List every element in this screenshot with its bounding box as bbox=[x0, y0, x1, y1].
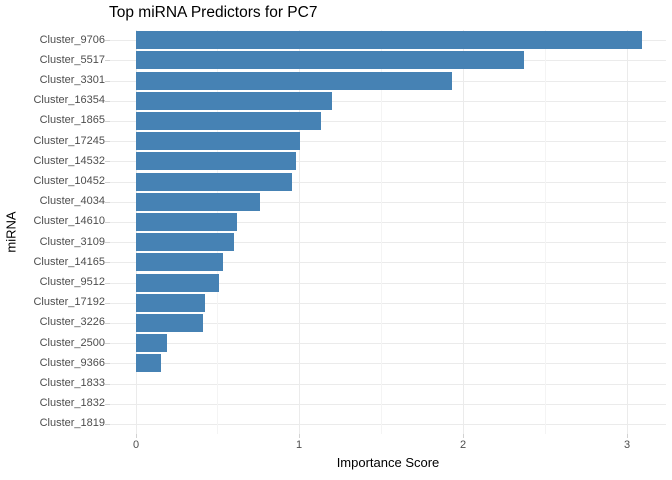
bar-cluster_10452 bbox=[135, 173, 292, 191]
y-tick-label: Cluster_1832 bbox=[39, 397, 105, 409]
bar-cluster_9366 bbox=[135, 354, 161, 372]
y-tick-label: Cluster_14532 bbox=[33, 155, 105, 167]
y-tick-label: Cluster_17192 bbox=[33, 296, 105, 308]
x-tick-label: 3 bbox=[623, 439, 631, 451]
gridline-horizontal bbox=[110, 100, 666, 102]
gridline-horizontal bbox=[110, 120, 666, 122]
gridline-horizontal bbox=[110, 140, 666, 142]
gridline-horizontal bbox=[110, 362, 666, 364]
y-tick-label: Cluster_1819 bbox=[39, 417, 105, 429]
y-tick-mark bbox=[105, 39, 110, 41]
y-tick-mark bbox=[105, 181, 110, 183]
y-tick-label: Cluster_16354 bbox=[33, 94, 105, 106]
gridline-vertical-major bbox=[627, 30, 628, 434]
y-tick-mark bbox=[105, 140, 110, 142]
y-tick-mark bbox=[105, 100, 110, 102]
bar-cluster_5517 bbox=[135, 51, 524, 69]
gridline-horizontal bbox=[110, 282, 666, 284]
chart-title: Top miRNA Predictors for PC7 bbox=[109, 4, 318, 21]
y-tick-mark bbox=[105, 120, 110, 122]
bar-cluster_17245 bbox=[135, 132, 300, 150]
bar-cluster_14165 bbox=[135, 253, 223, 271]
y-tick-label: Cluster_10452 bbox=[33, 175, 105, 187]
y-tick-label: Cluster_14165 bbox=[33, 256, 105, 268]
bar-cluster_9512 bbox=[135, 274, 219, 292]
y-tick-mark bbox=[105, 80, 110, 82]
gridline-horizontal bbox=[110, 261, 666, 263]
gridline-horizontal bbox=[110, 221, 666, 223]
y-tick-mark bbox=[105, 59, 110, 61]
y-tick-mark bbox=[105, 423, 110, 425]
bar-cluster_14610 bbox=[135, 213, 237, 231]
gridline-horizontal bbox=[110, 403, 666, 405]
x-axis-title: Importance Score bbox=[336, 455, 440, 470]
gridline-horizontal bbox=[110, 241, 666, 243]
gridline-vertical-minor bbox=[545, 30, 546, 434]
gridline-horizontal bbox=[110, 160, 666, 162]
bar-cluster_17192 bbox=[135, 294, 205, 312]
bar-cluster_3109 bbox=[135, 233, 234, 251]
y-tick-label: Cluster_1833 bbox=[39, 377, 105, 389]
y-tick-label: Cluster_5517 bbox=[39, 54, 105, 66]
gridline-vertical-major bbox=[299, 30, 300, 434]
bar-cluster_9706 bbox=[135, 31, 642, 49]
y-tick-mark bbox=[105, 383, 110, 385]
x-tick-label: 1 bbox=[295, 439, 303, 451]
y-tick-label: Cluster_3226 bbox=[39, 316, 105, 328]
y-tick-mark bbox=[105, 160, 110, 162]
y-tick-mark bbox=[105, 342, 110, 344]
y-tick-mark bbox=[105, 221, 110, 223]
x-tick-label: 2 bbox=[459, 439, 467, 451]
bar-cluster_3301 bbox=[135, 72, 452, 90]
y-tick-label: Cluster_9512 bbox=[39, 276, 105, 288]
y-tick-mark bbox=[105, 403, 110, 405]
bar-cluster_1865 bbox=[135, 112, 321, 130]
gridline-horizontal bbox=[110, 322, 666, 324]
gridline-vertical-major bbox=[136, 30, 137, 434]
x-tick-mark bbox=[463, 434, 464, 438]
y-tick-label: Cluster_9706 bbox=[39, 34, 105, 46]
gridline-horizontal bbox=[110, 302, 666, 304]
y-tick-mark bbox=[105, 322, 110, 324]
y-tick-label: Cluster_14610 bbox=[33, 215, 105, 227]
x-tick-mark bbox=[627, 434, 628, 438]
bar-cluster_3226 bbox=[135, 314, 203, 332]
x-tick-mark bbox=[136, 434, 137, 438]
bar-cluster_4034 bbox=[135, 193, 260, 211]
gridline-horizontal bbox=[110, 342, 666, 344]
bar-cluster_16354 bbox=[135, 92, 332, 110]
bar-cluster_14532 bbox=[135, 152, 296, 170]
y-tick-label: Cluster_1865 bbox=[39, 114, 105, 126]
y-tick-mark bbox=[105, 282, 110, 284]
x-tick-mark bbox=[299, 434, 300, 438]
gridline-vertical-minor bbox=[381, 30, 382, 434]
y-tick-label: Cluster_9366 bbox=[39, 357, 105, 369]
gridline-horizontal bbox=[110, 201, 666, 203]
y-tick-label: Cluster_3109 bbox=[39, 236, 105, 248]
gridline-vertical-major bbox=[463, 30, 464, 434]
gridline-horizontal bbox=[110, 181, 666, 183]
y-tick-label: Cluster_4034 bbox=[39, 195, 105, 207]
y-tick-mark bbox=[105, 362, 110, 364]
gridline-horizontal bbox=[110, 383, 666, 385]
plot-panel bbox=[110, 30, 666, 434]
y-tick-mark bbox=[105, 241, 110, 243]
y-tick-mark bbox=[105, 302, 110, 304]
y-tick-label: Cluster_17245 bbox=[33, 135, 105, 147]
y-tick-label: Cluster_3301 bbox=[39, 74, 105, 86]
bar-cluster_2500 bbox=[135, 334, 167, 352]
x-tick-label: 0 bbox=[132, 439, 140, 451]
gridline-horizontal bbox=[110, 423, 666, 425]
gridline-vertical-minor bbox=[217, 30, 218, 434]
y-tick-mark bbox=[105, 261, 110, 263]
y-tick-mark bbox=[105, 201, 110, 203]
y-tick-label: Cluster_2500 bbox=[39, 337, 105, 349]
